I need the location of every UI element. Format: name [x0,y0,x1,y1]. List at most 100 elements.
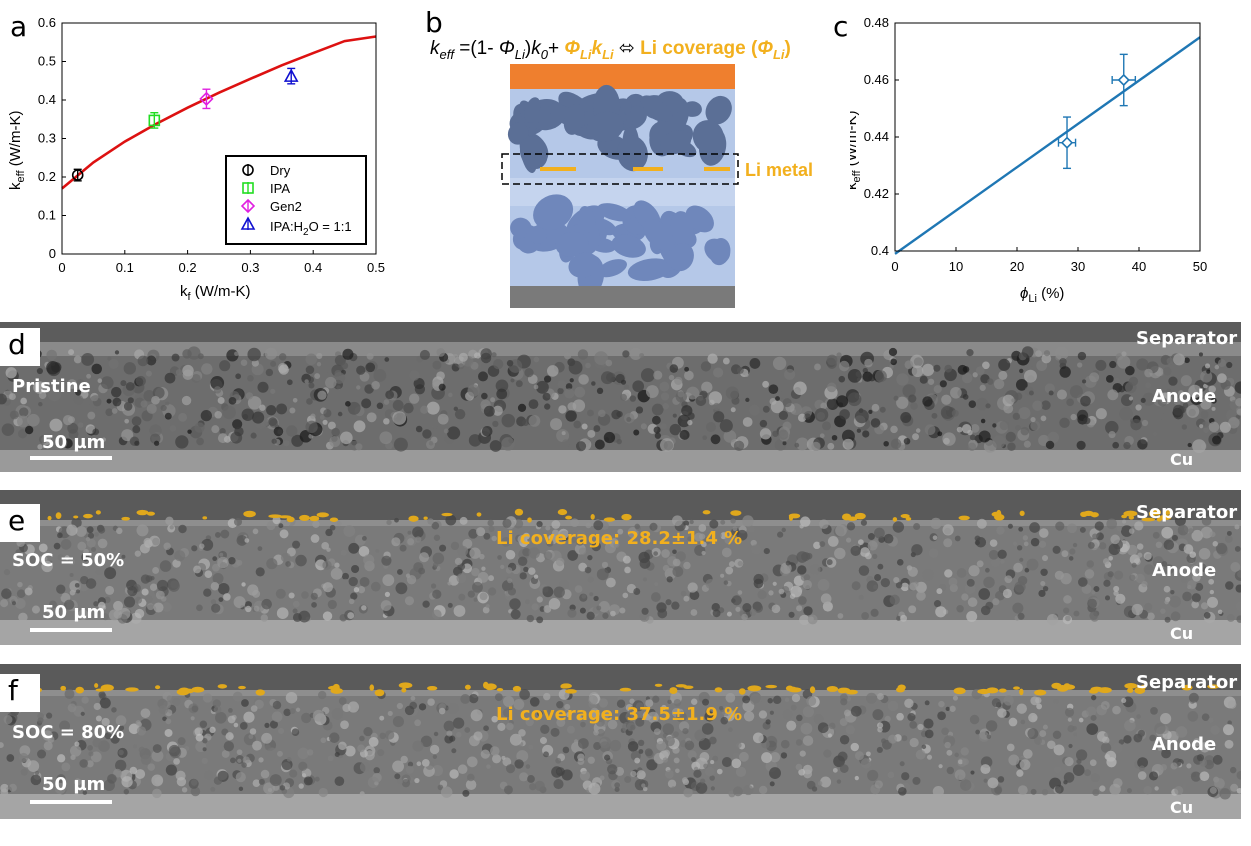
microstructure-speckle [667,699,672,705]
microstructure-speckle [629,347,642,361]
microstructure-speckle [720,716,729,725]
microstructure-speckle [291,728,300,737]
microstructure-speckle [359,576,370,587]
microstructure-speckle [669,364,679,373]
microstructure-speckle [104,732,112,740]
microstructure-speckle [639,558,651,569]
microstructure-speckle [640,368,655,383]
microstructure-speckle [668,374,675,381]
microstructure-speckle [529,696,540,707]
microstructure-speckle [481,425,493,437]
microstructure-speckle [613,541,620,549]
microstructure-speckle [1187,442,1192,448]
microstructure-speckle [820,402,828,410]
li-metal-region-box [501,153,739,185]
microstructure-speckle [414,719,422,727]
microstructure-speckle [491,535,497,542]
microstructure-speckle [357,744,365,753]
microstructure-speckle [301,773,307,778]
microstructure-speckle [710,760,715,765]
microstructure-speckle [1018,526,1024,532]
microstructure-speckle [1000,559,1005,564]
li-deposit [374,689,385,697]
microstructure-speckle [252,411,265,424]
microstructure-speckle [843,709,851,717]
microstructure-speckle [132,744,138,749]
microstructure-speckle [212,563,220,572]
microstructure-speckle [1041,596,1050,605]
microstructure-speckle [1007,442,1016,451]
graphite-particle [669,242,694,272]
microstructure-speckle [276,403,288,415]
microstructure-speckle [553,778,564,790]
microstructure-speckle [410,695,416,701]
a-xlabel: kf (W/m-K) [180,283,251,300]
li-deposit [278,515,292,519]
microstructure-speckle [768,590,774,596]
microstructure-speckle [37,444,43,450]
microstructure-speckle [645,699,654,708]
microstructure-speckle [872,709,884,721]
microstructure-speckle [1083,417,1091,425]
microstructure-speckle [1015,424,1021,431]
panel-a-letter: a [10,10,28,43]
microstructure-speckle [578,547,587,555]
li-metal-label: Li metal [745,160,814,180]
microstructure-speckle [49,600,57,609]
microstructure-speckle [458,593,466,601]
microstructure-speckle [721,756,733,768]
microstructure-speckle [1208,717,1214,723]
microstructure-speckle [838,360,850,372]
microstructure-speckle [518,729,526,737]
microstructure-speckle [600,371,614,385]
microstructure-speckle [379,715,385,721]
microstructure-speckle [622,592,629,599]
microstructure-speckle [27,413,40,427]
microstructure-speckle [620,379,627,385]
microstructure-speckle [87,532,95,539]
microstructure-speckle [477,571,489,583]
microstructure-speckle [266,521,276,531]
microstructure-speckle [289,407,296,414]
microstructure-speckle [347,612,355,620]
microstructure-speckle [460,694,471,704]
microstructure-speckle [152,788,162,799]
microstructure-speckle [956,568,967,578]
microstructure-speckle [551,520,561,529]
microstructure-speckle [969,434,976,441]
microstructure-speckle [1091,694,1097,701]
microstructure-speckle [782,441,787,446]
microstructure-speckle [967,429,973,436]
microstructure-speckle [1203,611,1211,619]
microstructure-speckle [458,363,465,370]
microstructure-speckle [1,588,12,599]
microstructure-speckle [298,761,308,771]
microstructure-speckle [261,598,272,610]
microstructure-speckle [46,607,52,613]
microstructure-speckle [1174,515,1186,527]
microstructure-speckle [1107,389,1119,401]
microstructure-speckle [85,578,97,589]
microstructure-speckle [594,351,608,365]
microstructure-speckle [900,614,908,622]
microstructure-speckle [989,539,998,547]
li-deposit [1013,686,1020,690]
microstructure-speckle [1019,368,1024,374]
microstructure-speckle [233,722,239,728]
microstructure-speckle [806,780,816,790]
microstructure-speckle [476,527,486,537]
graphite-particle [533,194,574,231]
microstructure-speckle [1038,528,1049,538]
li-deposit [496,687,504,692]
microstructure-speckle [279,785,286,791]
microstructure-speckle [80,575,89,585]
microstructure-speckle [392,760,405,773]
microstructure-speckle [286,425,298,437]
microstructure-speckle [212,699,221,708]
microstructure-speckle [598,601,610,613]
microstructure-speckle [505,550,516,560]
microstructure-speckle [799,516,811,527]
microstructure-speckle [85,536,91,542]
microstructure-speckle [693,769,702,778]
microstructure-speckle [651,415,661,425]
